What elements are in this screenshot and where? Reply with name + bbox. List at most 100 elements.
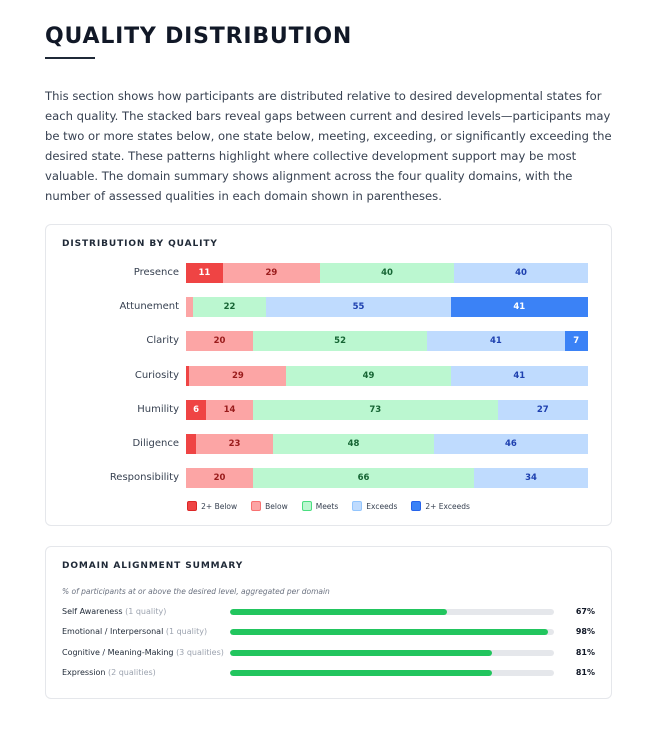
bar-segment-exceeds: 27: [497, 399, 588, 420]
quality-label: Clarity: [146, 335, 179, 347]
domain-name: Emotional / Interpersonal (1 quality): [62, 625, 207, 639]
page-title: QUALITY DISTRIBUTION: [45, 24, 353, 49]
intro-paragraph: This section shows how participants are …: [45, 89, 612, 203]
domain-row: Emotional / Interpersonal (1 quality) 98%: [46, 625, 611, 639]
domain-card-title: DOMAIN ALIGNMENT SUMMARY: [62, 561, 244, 571]
legend-swatch: [352, 501, 363, 511]
bar-segment-below: 29: [189, 365, 287, 386]
domain-label: Cognitive / Meaning-Making: [62, 647, 177, 657]
legend-label: Meets: [315, 501, 339, 511]
legend-swatch: [301, 501, 312, 511]
legend-item: 2+ Exceeds: [411, 501, 470, 511]
quality-row: Attunement 22 55 41: [46, 297, 611, 318]
legend-item: Exceeds: [352, 501, 397, 511]
legend-item: Below: [251, 501, 288, 511]
domain-label: Expression: [62, 667, 108, 677]
bar-segment-exceeds: 41: [450, 365, 588, 386]
legend-swatch: [251, 501, 262, 511]
domain-count: (2 qualities): [107, 667, 156, 677]
distribution-card-title: DISTRIBUTION BY QUALITY: [62, 239, 218, 249]
bar-segment-below: 20: [186, 331, 253, 352]
bar-segment-2plus-below: 11: [186, 263, 223, 283]
quality-row: Diligence 23 48 46: [46, 434, 611, 454]
bar-segment-meets: 66: [253, 468, 475, 489]
bar-segment-2plus-below: 6: [186, 399, 207, 420]
domain-count: (1 quality): [125, 607, 167, 616]
quality-row: Presence 11 29 40 40: [46, 263, 611, 283]
legend-label: 2+ Exceeds: [425, 501, 470, 511]
legend-swatch: [411, 501, 422, 511]
bar-segment-below: 29: [222, 263, 320, 283]
bar-segment-2plus-below: [186, 365, 190, 386]
bar-segment-meets: 49: [286, 365, 451, 386]
domain-percent: 81%: [575, 667, 595, 677]
domain-count: (3 qualities): [176, 647, 224, 657]
bar-segment-exceeds: 41: [427, 331, 565, 352]
domain-progress-track: [230, 629, 554, 636]
stacked-bar: 6 14 73 27: [186, 399, 588, 420]
chart-legend: 2+ Below Below Meets Exceeds 2+ Exceeds: [46, 501, 611, 511]
domain-row: Cognitive / Meaning-Making (3 qualities)…: [46, 646, 611, 660]
bar-segment-below: [186, 297, 193, 318]
stacked-bar: 23 48 46: [186, 434, 588, 454]
bar-segment-exceeds: 55: [266, 297, 451, 318]
quality-row: Curiosity 29 49 41: [46, 365, 611, 386]
bar-segment-meets: 48: [273, 434, 434, 454]
legend-item: Meets: [301, 501, 339, 511]
domain-name: Self Awareness (1 quality): [62, 605, 166, 619]
domain-row: Self Awareness (1 quality) 67%: [46, 605, 611, 619]
quality-label: Humility: [137, 403, 179, 415]
quality-label: Responsibility: [109, 472, 179, 484]
legend-label: Below: [265, 501, 288, 511]
legend-label: 2+ Below: [201, 501, 238, 511]
quality-label: Diligence: [132, 438, 179, 449]
quality-row: Clarity 20 52 41 7: [46, 331, 611, 352]
bar-segment-exceeds: 40: [453, 263, 588, 283]
domain-progress-track: [230, 649, 554, 656]
bar-segment-below: 14: [206, 399, 253, 420]
domain-progress-fill: [230, 649, 493, 656]
quality-row: Responsibility 20 66 34: [46, 468, 611, 489]
bar-segment-meets: 73: [252, 399, 498, 420]
domain-row: Expression (2 qualities) 81%: [46, 666, 611, 680]
bar-segment-2plus-exceeds: 41: [450, 297, 588, 318]
legend-swatch: [187, 501, 198, 511]
domain-progress-fill: [230, 609, 448, 615]
bar-segment-meets: 22: [192, 297, 267, 318]
domain-progress-track: [230, 669, 554, 676]
domain-count: (1 quality): [165, 627, 208, 637]
legend-item: 2+ Below: [187, 501, 237, 511]
bar-segment-meets: 40: [319, 263, 454, 283]
domain-label: Self Awareness: [62, 607, 126, 616]
stacked-bar: 20 66 34: [186, 468, 588, 489]
domain-percent: 98%: [575, 627, 595, 637]
bar-segment-meets: 52: [253, 331, 428, 352]
bar-segment-exceeds: 46: [433, 434, 588, 454]
stacked-bar: 22 55 41: [186, 297, 588, 318]
stacked-bar: 11 29 40 40: [186, 263, 588, 283]
stacked-bar: 20 52 41 7: [186, 331, 588, 352]
bar-segment-below: 20: [186, 468, 253, 489]
domain-label: Emotional / Interpersonal: [62, 627, 166, 637]
distribution-card: DISTRIBUTION BY QUALITY Presence 11 29 40 40…: [45, 224, 612, 526]
domain-progress-fill: [230, 629, 548, 636]
bar-segment-2plus-exceeds: 7: [564, 331, 588, 352]
domain-name: Expression (2 qualities): [62, 666, 156, 680]
quality-label: Attunement: [119, 301, 180, 313]
quality-row: Humility 6 14 73 27: [46, 399, 611, 420]
legend-label: Exceeds: [366, 501, 398, 511]
domain-card: DOMAIN ALIGNMENT SUMMARY % of participan…: [45, 546, 612, 699]
title-underline: [45, 57, 95, 59]
quality-label: Presence: [133, 267, 179, 278]
domain-card-subtitle: % of participants at or above the desire…: [62, 587, 330, 596]
bar-segment-2plus-below: [186, 434, 197, 454]
domain-progress-fill: [230, 669, 493, 676]
quality-label: Curiosity: [134, 369, 179, 381]
bar-segment-below: 23: [196, 434, 274, 454]
domain-percent: 67%: [575, 607, 595, 616]
stacked-bar: 29 49 41: [186, 365, 588, 386]
domain-progress-track: [230, 609, 554, 615]
domain-percent: 81%: [575, 647, 595, 657]
bar-segment-exceeds: 34: [474, 468, 588, 489]
domain-name: Cognitive / Meaning-Making (3 qualities): [62, 646, 224, 660]
